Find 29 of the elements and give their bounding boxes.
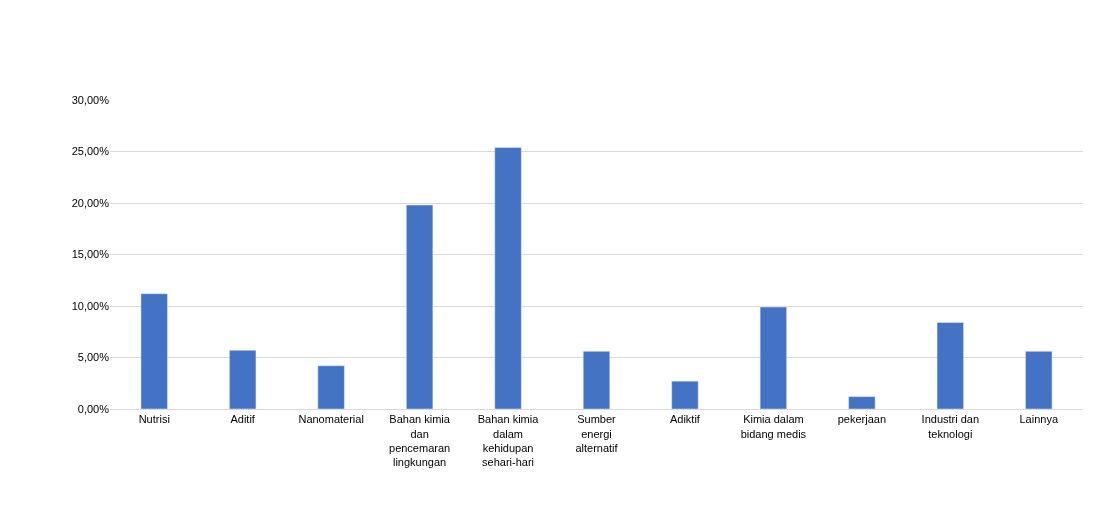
y-tick-label: 15,00% (71, 248, 110, 261)
bar (406, 204, 434, 409)
x-tick-label: Lainnya (1019, 413, 1059, 426)
bar (1025, 351, 1053, 409)
x-tick-label: Aditif (230, 413, 256, 426)
bar (229, 350, 257, 409)
bar (582, 351, 611, 409)
bar (317, 365, 345, 409)
y-tick-label: 30,00% (71, 93, 110, 106)
x-tick-label: Sumber energi alternatif (575, 413, 619, 454)
x-tick-label: Industri dan teknologi (921, 413, 980, 440)
x-tick-label: Bahan kimia dalam kehidupan sehari-hari (477, 413, 540, 469)
x-tick-label: Adiktif (669, 413, 701, 426)
y-tick-label: 25,00% (71, 145, 110, 158)
bar (936, 322, 964, 409)
bar (759, 306, 787, 409)
x-tick-label: Kimia dalam bidang medis (740, 413, 807, 440)
x-tick-label: pekerjaan (837, 413, 887, 426)
x-tick-label: Nanomaterial (298, 413, 364, 426)
bar (671, 380, 699, 409)
y-tick-label: 20,00% (71, 196, 110, 209)
bar (494, 147, 522, 409)
bar (848, 396, 876, 409)
y-tick-label: 5,00% (77, 351, 110, 364)
y-tick-label: 10,00% (71, 299, 110, 312)
y-tick-label: 0,00% (77, 402, 110, 415)
bar (140, 293, 168, 409)
x-tick-label: Nutrisi (138, 413, 170, 426)
x-tick-label: Bahan kimia dan pencemaran lingkungan (389, 413, 451, 469)
